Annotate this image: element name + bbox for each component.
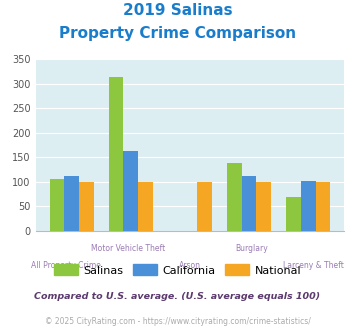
Bar	[256, 182, 271, 231]
Bar	[301, 181, 316, 231]
Text: Compared to U.S. average. (U.S. average equals 100): Compared to U.S. average. (U.S. average …	[34, 292, 321, 301]
Bar	[124, 151, 138, 231]
Bar	[242, 176, 256, 231]
Bar	[79, 182, 94, 231]
Text: © 2025 CityRating.com - https://www.cityrating.com/crime-statistics/: © 2025 CityRating.com - https://www.city…	[45, 317, 310, 326]
Legend: Salinas, California, National: Salinas, California, National	[49, 260, 306, 280]
Bar	[286, 197, 301, 231]
Bar	[64, 176, 79, 231]
Text: Larceny & Theft: Larceny & Theft	[283, 261, 344, 270]
Bar	[50, 179, 64, 231]
Bar	[138, 182, 153, 231]
Text: Arson: Arson	[179, 261, 201, 270]
Text: All Property Crime: All Property Crime	[32, 261, 101, 270]
Bar	[227, 163, 242, 231]
Bar	[316, 182, 330, 231]
Text: Property Crime Comparison: Property Crime Comparison	[59, 26, 296, 41]
Bar	[197, 182, 212, 231]
Text: Burglary: Burglary	[235, 244, 268, 253]
Bar	[109, 77, 124, 231]
Text: 2019 Salinas: 2019 Salinas	[123, 3, 232, 18]
Text: Motor Vehicle Theft: Motor Vehicle Theft	[91, 244, 165, 253]
